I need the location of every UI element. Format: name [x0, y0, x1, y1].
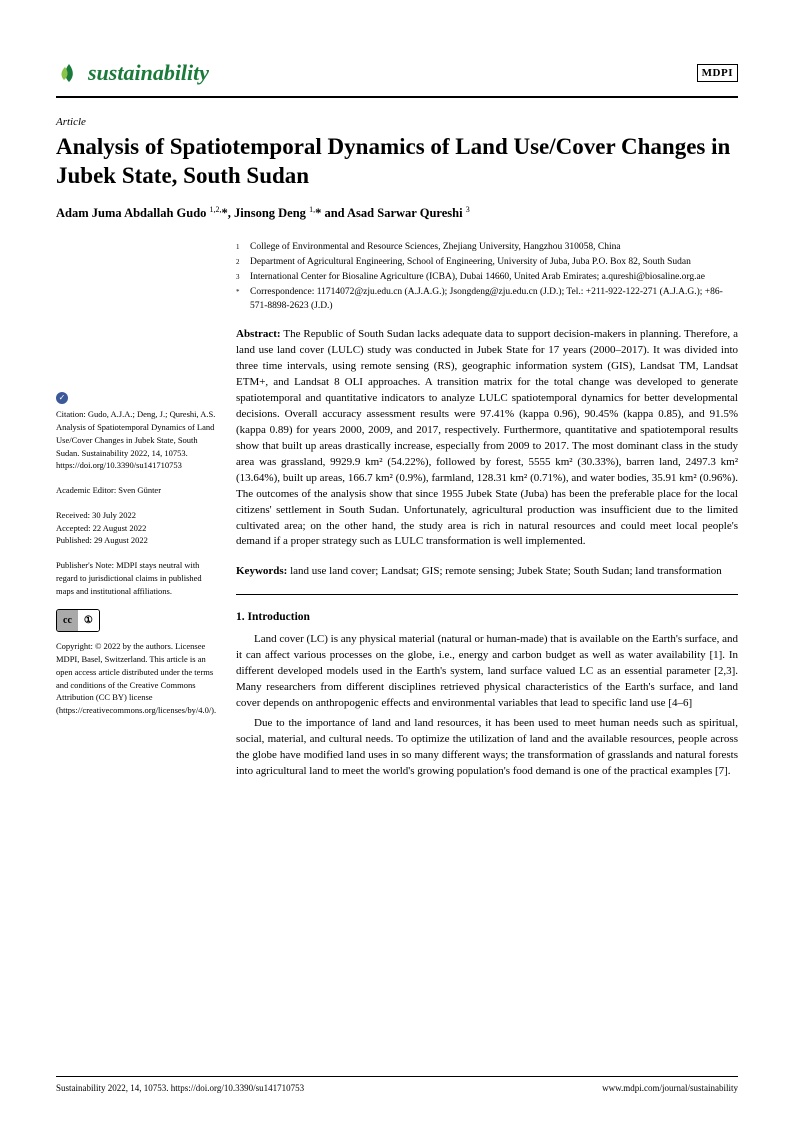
article-title: Analysis of Spatiotemporal Dynamics of L… — [56, 132, 738, 192]
editor-block: Academic Editor: Sven Günter — [56, 484, 218, 497]
page-header: sustainability MDPI — [56, 60, 738, 86]
leaf-icon — [56, 60, 82, 86]
article-type: Article — [56, 116, 738, 128]
keywords-label: Keywords: — [236, 565, 287, 577]
published-date: Published: 29 August 2022 — [56, 534, 218, 547]
journal-name: sustainability — [88, 60, 209, 86]
cc-by-badge[interactable]: cc ① — [56, 609, 100, 632]
keywords-text: land use land cover; Landsat; GIS; remot… — [290, 565, 722, 577]
sidebar: ✓ Citation: Gudo, A.J.A.; Deng, J.; Qure… — [56, 241, 218, 783]
journal-brand: sustainability — [56, 60, 209, 86]
intro-heading: 1. Introduction — [236, 609, 738, 626]
intro-para-1: Land cover (LC) is any physical material… — [236, 632, 738, 712]
affiliation-item: 1College of Environmental and Resource S… — [236, 241, 738, 255]
authors-line: Adam Juma Abdallah Gudo 1,2,*, Jinsong D… — [56, 205, 738, 221]
dates-block: Received: 30 July 2022 Accepted: 22 Augu… — [56, 509, 218, 547]
main-two-column: ✓ Citation: Gudo, A.J.A.; Deng, J.; Qure… — [56, 241, 738, 783]
abstract-label: Abstract: — [236, 328, 281, 340]
header-divider — [56, 96, 738, 98]
publisher-note: Publisher's Note: MDPI stays neutral wit… — [56, 559, 218, 597]
received-date: Received: 30 July 2022 — [56, 509, 218, 522]
footer-left: Sustainability 2022, 14, 10753. https://… — [56, 1083, 304, 1093]
copyright-block: Copyright: © 2022 by the authors. Licens… — [56, 640, 218, 717]
accepted-date: Accepted: 22 August 2022 — [56, 522, 218, 535]
page-footer: Sustainability 2022, 14, 10753. https://… — [56, 1076, 738, 1093]
authors-text: Adam Juma Abdallah Gudo 1,2,*, Jinsong D… — [56, 206, 470, 220]
keywords: Keywords: land use land cover; Landsat; … — [236, 564, 738, 580]
publisher-logo: MDPI — [697, 64, 738, 82]
abstract-text: The Republic of South Sudan lacks adequa… — [236, 328, 738, 547]
abstract: Abstract: The Republic of South Sudan la… — [236, 327, 738, 550]
section-divider — [236, 594, 738, 595]
affiliation-item: 3International Center for Biosaline Agri… — [236, 271, 738, 285]
main-content: 1College of Environmental and Resource S… — [236, 241, 738, 783]
by-icon: ① — [78, 610, 99, 631]
affiliation-item: *Correspondence: 11714072@zju.edu.cn (A.… — [236, 286, 738, 314]
citation-block: Citation: Gudo, A.J.A.; Deng, J.; Quresh… — [56, 408, 218, 472]
footer-right: www.mdpi.com/journal/sustainability — [602, 1083, 738, 1093]
affiliations-list: 1College of Environmental and Resource S… — [236, 241, 738, 313]
intro-para-2: Due to the importance of land and land r… — [236, 716, 738, 780]
affiliation-item: 2Department of Agricultural Engineering,… — [236, 256, 738, 270]
check-updates-icon[interactable]: ✓ — [56, 392, 68, 404]
cc-icon: cc — [57, 610, 78, 631]
